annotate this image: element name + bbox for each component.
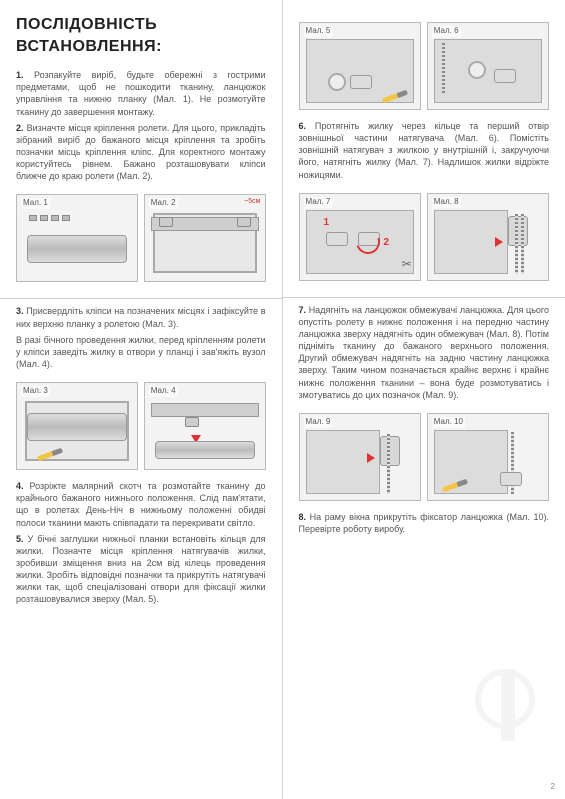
- fig7-caption: Мал. 7: [304, 197, 333, 208]
- step-3b: В разі бічного проведення жилки, перед к…: [16, 334, 266, 370]
- step-2: 2. Визначте місця кріплення ролети. Для …: [16, 122, 266, 183]
- fig9-caption: Мал. 9: [304, 417, 333, 428]
- roller-icon: [27, 235, 127, 263]
- bracket-icon: [508, 216, 528, 246]
- fig1-caption: Мал. 1: [21, 198, 50, 209]
- step-4-num: 4.: [16, 481, 24, 491]
- callout-1: 1: [324, 216, 330, 230]
- watermark-icon: [475, 669, 535, 729]
- callout-2: 2: [384, 236, 390, 250]
- fig6-caption: Мал. 6: [432, 26, 461, 37]
- fig5-caption: Мал. 5: [304, 26, 333, 37]
- figure-4: Мал. 4: [144, 382, 266, 470]
- parts-icon: [29, 215, 70, 221]
- fig4-caption: Мал. 4: [149, 386, 178, 397]
- scissors-icon: ✂: [402, 256, 412, 272]
- figure-10: Мал. 10: [427, 413, 549, 501]
- figure-7: Мал. 7 1 2 ✂: [299, 193, 421, 281]
- instruction-page: ПОСЛІДОВНІСТЬ ВСТАНОВЛЕННЯ: 1. Розпакуйт…: [0, 0, 565, 799]
- fabric-icon: [434, 430, 508, 494]
- clip-icon: [237, 217, 251, 227]
- left-column: ПОСЛІДОВНІСТЬ ВСТАНОВЛЕННЯ: 1. Розпакуйт…: [0, 0, 283, 799]
- fabric-icon: [434, 39, 542, 103]
- step-3-num: 3.: [16, 306, 24, 316]
- tensioner-icon: [326, 232, 348, 246]
- figure-3: Мал. 3: [16, 382, 138, 470]
- step-3a-text: Присвердліть кліпси на позначених місцях…: [16, 306, 266, 328]
- step-6: 6. Протягніть жилку через кільце та перш…: [299, 120, 550, 181]
- step-7: 7. Надягніть на ланцюжок обмежувачі ланц…: [299, 304, 550, 401]
- step-5-num: 5.: [16, 534, 24, 544]
- ring-icon: [468, 61, 486, 79]
- roller-icon: [27, 413, 127, 441]
- step-2-text: Визначте місця кріплення ролети. Для цьо…: [16, 123, 266, 182]
- fig2-caption: Мал. 2: [149, 198, 178, 209]
- separator: [0, 298, 282, 299]
- rail-icon: [151, 403, 259, 417]
- figure-1: Мал. 1: [16, 194, 138, 282]
- figs-7-8: Мал. 7 1 2 ✂ Мал. 8: [299, 193, 550, 281]
- step-6-text: Протягніть жилку через кільце та перший …: [299, 121, 550, 180]
- step-7-text: Надягніть на ланцюжок обмежувачі ланцюжк…: [299, 305, 550, 400]
- figs-1-2: Мал. 1 Мал. 2 ~5см: [16, 194, 266, 282]
- fig8-caption: Мал. 8: [432, 197, 461, 208]
- step-2-num: 2.: [16, 123, 24, 133]
- chain-icon: [521, 214, 524, 274]
- tensioner-icon: [350, 75, 372, 89]
- fig2-dimension: ~5см: [244, 197, 260, 206]
- step-8-num: 8.: [299, 512, 307, 522]
- step-1-num: 1.: [16, 70, 24, 80]
- step-1-text: Розпакуйте виріб, будьте обережні з гост…: [16, 70, 266, 116]
- step-8-text: На раму вікна прикрутіть фіксатор ланцюж…: [299, 512, 549, 534]
- step-5-text: У бічні заглушки нижньої планки встанові…: [16, 534, 266, 605]
- chain-holder-icon: [500, 472, 522, 486]
- bracket-icon: [380, 436, 400, 466]
- page-number: 2: [551, 782, 555, 793]
- step-8: 8. На раму вікна прикрутіть фіксатор лан…: [299, 511, 550, 535]
- step-6-num: 6.: [299, 121, 307, 131]
- figure-2: Мал. 2 ~5см: [144, 194, 266, 282]
- figure-6: Мал. 6: [427, 22, 549, 110]
- figure-5: Мал. 5: [299, 22, 421, 110]
- step-3: 3. Присвердліть кліпси на позначених міс…: [16, 305, 266, 329]
- arrow-icon: [495, 237, 503, 247]
- figs-9-10: Мал. 9 Мал. 10: [299, 413, 550, 501]
- figure-9: Мал. 9: [299, 413, 421, 501]
- tensioner-icon: [494, 69, 516, 83]
- clip-icon: [159, 217, 173, 227]
- step-7-num: 7.: [299, 305, 307, 315]
- ring-icon: [328, 73, 346, 91]
- roller-icon: [155, 441, 255, 459]
- step-1: 1. Розпакуйте виріб, будьте обережні з г…: [16, 69, 266, 118]
- figs-5-6: Мал. 5 Мал. 6: [299, 22, 550, 110]
- arrow-icon: [367, 453, 375, 463]
- figs-3-4: Мал. 3 Мал. 4: [16, 382, 266, 470]
- right-column: Мал. 5 Мал. 6 6. Протягніть жилку через …: [283, 0, 565, 799]
- figure-8: Мал. 8: [427, 193, 549, 281]
- step-5: 5. У бічні заглушки нижньої планки встан…: [16, 533, 266, 606]
- fig3-caption: Мал. 3: [21, 386, 50, 397]
- chain-icon: [387, 434, 390, 494]
- step-4: 4. Розріжте малярний скотч та розмотайте…: [16, 480, 266, 529]
- chain-icon: [515, 214, 518, 274]
- page-title: ПОСЛІДОВНІСТЬ ВСТАНОВЛЕННЯ:: [16, 14, 266, 57]
- separator: [283, 297, 565, 298]
- fig10-caption: Мал. 10: [432, 417, 465, 428]
- step-4-text: Розріжте малярний скотч та розмотайте тк…: [16, 481, 266, 527]
- clip-icon: [185, 417, 199, 427]
- cord-icon: [442, 43, 445, 93]
